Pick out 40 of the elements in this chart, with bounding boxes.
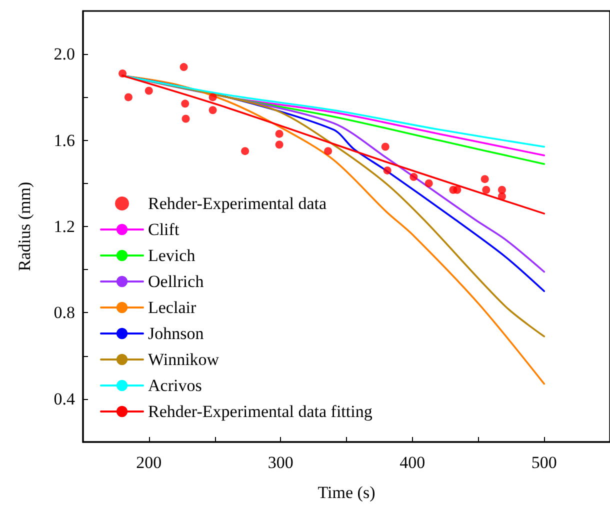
point (144, 86, 153, 95)
point (208, 106, 217, 114)
point (324, 147, 332, 156)
point (383, 166, 392, 174)
x-tick-label: 500 (531, 453, 557, 472)
x-tick-label: 200 (136, 453, 162, 472)
point (180, 63, 188, 72)
point (410, 172, 418, 181)
y-axis-title: Radius (mm) (15, 182, 34, 272)
point (208, 93, 217, 102)
legend-label: Rehder-Experimental data (148, 194, 328, 213)
point (453, 186, 462, 194)
point (381, 142, 390, 151)
x-tick-label: 400 (400, 453, 426, 472)
legend-label: Rehder-Experimental data fitting (148, 402, 373, 421)
legend-label: Leclair (148, 298, 196, 317)
point (275, 140, 284, 149)
legend-label: Acrivos (148, 376, 202, 395)
point (124, 93, 132, 102)
point (241, 147, 250, 156)
y-tick-label: 2.0 (54, 44, 75, 64)
x-axis-title: Time (s) (318, 483, 376, 502)
y-tick-label: 0.4 (54, 389, 76, 408)
y-tick-label: 1.6 (54, 130, 75, 150)
legend-label: Winnikow (148, 350, 220, 369)
point (480, 175, 489, 184)
point (424, 179, 433, 188)
x-tick-label: 300 (268, 453, 294, 472)
legend-label: Oellrich (148, 272, 204, 291)
point (118, 69, 127, 78)
legend-label: Levich (148, 246, 196, 265)
point (182, 114, 190, 123)
y-tick-label: 0.8 (54, 303, 75, 322)
point (275, 130, 284, 138)
point (482, 186, 490, 194)
point (498, 192, 506, 200)
legend-label: Clift (148, 220, 180, 239)
point (181, 100, 190, 108)
legend-label: Johnson (148, 324, 204, 343)
y-tick-label: 1.2 (54, 217, 75, 236)
